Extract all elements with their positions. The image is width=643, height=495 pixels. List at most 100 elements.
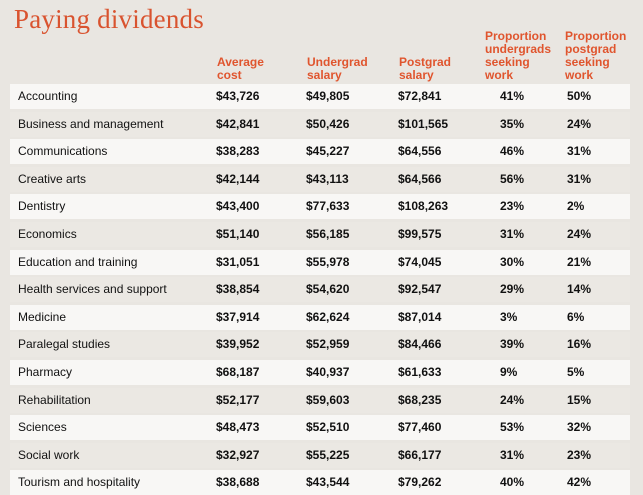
table-row: Dentistry $43,400 $77,633 $108,263 23% 2% — [10, 194, 630, 220]
cell-cost: $43,400 — [216, 199, 260, 214]
cell-postgrad-seeking: 6% — [567, 309, 585, 324]
cell-undergrad-salary: $55,978 — [306, 254, 350, 269]
cell-cost: $31,051 — [216, 254, 260, 269]
table-row: Paralegal studies $39,952 $52,959 $84,466 39… — [10, 332, 630, 358]
cell-cost: $52,177 — [216, 392, 260, 407]
column-header-line: Proportion — [485, 29, 547, 43]
cell-undergrad-salary: $43,113 — [306, 171, 349, 186]
cell-postgrad-seeking: 16% — [567, 337, 592, 352]
row-label: Medicine — [18, 309, 67, 324]
cell-undergrad-salary: $54,620 — [306, 282, 350, 297]
cell-postgrad-salary: $64,566 — [398, 171, 442, 186]
row-label: Social work — [18, 447, 80, 462]
cell-undergrad-salary: $43,544 — [306, 475, 350, 490]
table-row: Pharmacy $68,187 $40,937 $61,633 9% 5% — [10, 360, 630, 385]
column-header-line: salary — [399, 68, 434, 82]
row-label: Education and training — [18, 254, 138, 269]
cell-undergrad-seeking: 24% — [500, 392, 525, 407]
cell-undergrad-salary: $50,426 — [306, 116, 350, 131]
table-row: Creative arts $42,144 $43,113 $64,566 56% 31% — [10, 166, 630, 192]
cell-postgrad-salary: $87,014 — [398, 309, 442, 324]
cell-cost: $42,841 — [216, 116, 260, 131]
cell-undergrad-salary: $49,805 — [306, 89, 350, 103]
cell-postgrad-seeking: 24% — [567, 116, 592, 131]
row-label: Accounting — [18, 89, 78, 103]
column-header-2: Undergrad salary — [307, 56, 368, 82]
cell-cost: $42,144 — [216, 171, 260, 186]
row-label: Health services and support — [18, 282, 167, 297]
column-header-line: Proportion — [565, 29, 627, 43]
cell-postgrad-salary: $72,841 — [398, 89, 442, 103]
cell-undergrad-seeking: 31% — [500, 447, 525, 462]
column-header-line: salary — [307, 68, 342, 82]
table-row: Health services and support $38,854 $54,62… — [10, 277, 630, 303]
table-row: Medicine $37,914 $62,624 $87,014 3% 6% — [10, 304, 630, 330]
column-header-line: cost — [217, 68, 242, 82]
cell-undergrad-seeking: 30% — [500, 254, 525, 269]
column-header-4: Proportion undergrads seeking work — [485, 30, 551, 82]
cell-undergrad-seeking: 29% — [500, 282, 525, 297]
row-label: Rehabilitation — [18, 392, 91, 407]
cell-postgrad-salary: $108,263 — [398, 199, 449, 214]
cell-undergrad-seeking: 41% — [500, 89, 525, 103]
cell-cost: $37,914 — [216, 309, 260, 324]
cell-cost: $39,952 — [216, 337, 260, 352]
cell-postgrad-seeking: 42% — [567, 475, 592, 490]
table-row: Economics $51,140 $56,185 $99,575 31% 24% — [10, 222, 630, 247]
cell-postgrad-salary: $68,235 — [398, 392, 442, 407]
column-header-5: Proportion postgrad seeking work — [565, 30, 626, 82]
cell-postgrad-seeking: 14% — [567, 282, 592, 297]
cell-postgrad-seeking: 32% — [567, 420, 592, 435]
cell-postgrad-seeking: 21% — [567, 254, 592, 269]
cell-undergrad-seeking: 56% — [500, 171, 525, 186]
table-row: Sciences $48,473 $52,510 $77,460 53% 32% — [10, 415, 630, 441]
cell-postgrad-salary: $101,565 — [398, 116, 449, 131]
cell-cost: $38,688 — [216, 475, 260, 490]
chart-title: Paying dividends — [14, 4, 204, 34]
cell-undergrad-seeking: 9% — [500, 365, 518, 379]
column-header-line: work — [565, 68, 594, 82]
row-label: Creative arts — [18, 171, 87, 186]
cell-undergrad-salary: $45,227 — [306, 144, 350, 159]
table-row: Communications $38,283 $45,227 $64,556 46% 31… — [10, 139, 630, 165]
column-header-line: Average — [217, 55, 264, 69]
cell-postgrad-salary: $92,547 — [398, 282, 442, 297]
cell-cost: $32,927 — [216, 447, 260, 462]
row-label: Pharmacy — [18, 365, 73, 379]
table-row: Social work $32,927 $55,225 $66,177 31% 23% — [10, 442, 630, 468]
column-header-line: seeking — [485, 55, 530, 69]
cell-undergrad-seeking: 3% — [500, 309, 518, 324]
cell-postgrad-salary: $79,262 — [398, 475, 442, 490]
table-row: Accounting $43,726 $49,805 $72,841 41% 50% — [10, 84, 630, 109]
row-label: Paralegal studies — [18, 337, 111, 352]
cell-undergrad-salary: $52,959 — [306, 337, 350, 352]
cell-cost: $38,854 — [216, 282, 260, 297]
cell-postgrad-salary: $84,466 — [398, 337, 442, 352]
cell-postgrad-seeking: 23% — [567, 447, 592, 462]
table-row: Business and management $42,841 $50,426 $10… — [10, 111, 630, 137]
cell-postgrad-salary: $61,633 — [398, 365, 442, 379]
cell-undergrad-seeking: 35% — [500, 116, 525, 131]
cell-undergrad-seeking: 46% — [500, 144, 525, 159]
table-row: Education and training $31,051 $55,978 $74,… — [10, 249, 630, 275]
cell-postgrad-salary: $74,045 — [398, 254, 442, 269]
cell-postgrad-salary: $99,575 — [398, 227, 442, 241]
column-header-line: postgrad — [565, 42, 617, 56]
cell-cost: $68,187 — [216, 365, 260, 379]
row-label: Economics — [18, 227, 77, 241]
cell-undergrad-salary: $40,937 — [306, 365, 350, 379]
cell-undergrad-salary: $59,603 — [306, 392, 350, 407]
cell-postgrad-seeking: 2% — [567, 199, 585, 214]
row-label: Dentistry — [18, 199, 66, 214]
cell-postgrad-seeking: 15% — [567, 392, 592, 407]
cell-postgrad-seeking: 5% — [567, 365, 585, 379]
cell-postgrad-seeking: 31% — [567, 144, 592, 159]
cell-cost: $51,140 — [216, 227, 260, 241]
row-label: Business and management — [18, 116, 164, 131]
table-row: Rehabilitation $52,177 $59,603 $68,235 24% 15… — [10, 387, 630, 413]
cell-cost: $48,473 — [216, 420, 260, 435]
cell-undergrad-salary: $62,624 — [306, 309, 350, 324]
cell-postgrad-salary: $64,556 — [398, 144, 442, 159]
column-header-line: undergrads — [485, 42, 552, 56]
cell-undergrad-salary: $52,510 — [306, 420, 350, 435]
